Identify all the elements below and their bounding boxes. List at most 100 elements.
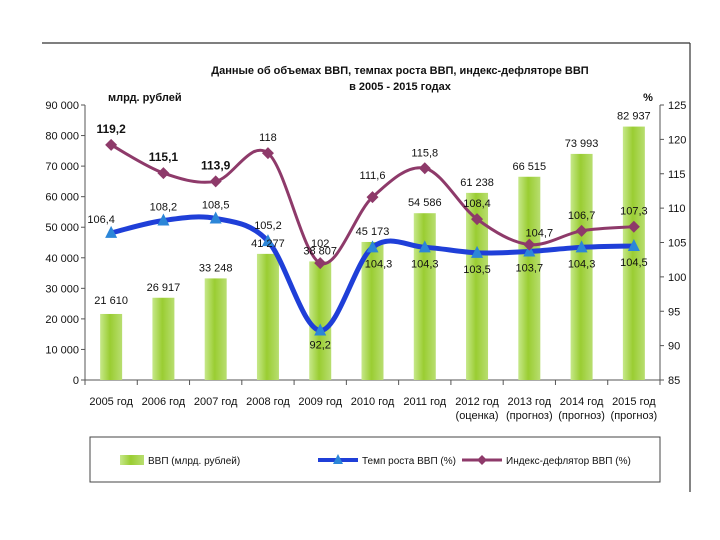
gdp-bar — [518, 176, 541, 380]
deflator-point — [627, 220, 640, 233]
gdp-bar-label: 26 917 — [147, 282, 181, 294]
gdp-bar — [309, 261, 332, 380]
gdp-growth-label: 92,2 — [310, 340, 331, 352]
deflator-label: 113,9 — [201, 158, 231, 172]
x-tick-label: (оценка) — [456, 410, 499, 422]
gdp-bar-label: 73 993 — [565, 138, 599, 150]
deflator-label: 102 — [311, 238, 329, 250]
left-tick-label: 90 000 — [45, 100, 79, 112]
gdp-growth-label: 105,2 — [254, 220, 282, 232]
legend: ВВП (млрд. рублей) Темп роста ВВП (%) Инде… — [120, 454, 631, 467]
deflator-label: 118 — [259, 132, 277, 144]
right-tick-label: 110 — [668, 203, 686, 215]
left-tick-label: 60 000 — [45, 192, 79, 204]
deflator-label: 111,6 — [360, 170, 386, 182]
legend-deflator-label: Индекс-дефлятор ВВП (%) — [506, 455, 631, 467]
left-tick-label: 40 000 — [45, 253, 79, 265]
chart-title-line2: в 2005 - 2015 годах — [349, 81, 452, 93]
gdp-growth-label: 106,4 — [87, 214, 115, 226]
left-tick-label: 80 000 — [45, 131, 79, 143]
deflator-point — [471, 213, 484, 226]
gdp-bar-label: 82 937 — [617, 111, 651, 123]
gdp-bar — [100, 313, 123, 380]
x-tick-label: 2012 год — [455, 396, 499, 408]
right-axis-unit: % — [643, 92, 653, 104]
gdp-growth-point — [157, 213, 170, 226]
legend-growth-marker — [333, 454, 343, 464]
chart-title-line1: Данные об объемах ВВП, темпах роста ВВП,… — [211, 65, 588, 77]
gdp-growth-label: 108,5 — [202, 199, 230, 211]
line-series — [105, 138, 640, 336]
gdp-bar-label: 66 515 — [512, 161, 546, 173]
gdp-growth-label: 108,2 — [150, 202, 178, 214]
right-tick-label: 105 — [668, 238, 686, 250]
gdp-growth-label: 104,3 — [568, 258, 596, 270]
deflator-label: 107,3 — [620, 206, 648, 218]
x-tick-label: 2015 год — [612, 396, 656, 408]
deflator-point — [157, 167, 170, 180]
right-tick-label: 95 — [668, 306, 680, 318]
gdp-bar — [413, 213, 436, 380]
legend-deflator-marker — [477, 455, 487, 465]
gdp-bar — [152, 297, 175, 380]
gdp-growth-label: 103,5 — [463, 264, 491, 276]
gdp-bar-label: 33 248 — [199, 262, 233, 274]
gdp-growth-label: 104,3 — [411, 258, 439, 270]
gdp-growth-label: 103,7 — [516, 262, 544, 274]
deflator-point — [209, 175, 222, 188]
left-tick-label: 20 000 — [45, 314, 79, 326]
gdp-growth-line — [110, 214, 634, 333]
deflator-label: 108,4 — [463, 198, 491, 210]
gdp-bar-label: 61 238 — [460, 177, 494, 189]
gdp-growth-point — [261, 234, 274, 247]
legend-gdp-label: ВВП (млрд. рублей) — [148, 455, 240, 467]
deflator-label: 115,1 — [149, 150, 179, 164]
deflator-point — [418, 162, 431, 175]
right-tick-label: 120 — [668, 134, 686, 146]
x-tick-label: 2010 год — [351, 396, 395, 408]
legend-growth-label: Темп роста ВВП (%) — [362, 456, 456, 467]
gdp-growth-point — [366, 240, 379, 253]
left-tick-label: 30 000 — [45, 283, 79, 295]
gdp-bar — [622, 126, 645, 380]
axis-ticks: 0 10 000 20 000 30 000 40 000 50 000 60 000 70 … — [45, 100, 686, 422]
left-tick-label: 10 000 — [45, 344, 79, 356]
gdp-growth-point — [209, 211, 222, 224]
gdp-bar — [204, 278, 227, 380]
gdp-bar — [256, 253, 279, 380]
left-tick-label: 70 000 — [45, 161, 79, 173]
right-tick-label: 115 — [668, 169, 686, 181]
data-labels: 21 610 26 917 33 248 41 277 38 807 45 173 54 5… — [87, 111, 650, 352]
gdp-bars — [100, 126, 645, 380]
gdp-growth-point — [418, 240, 431, 253]
legend-gdp-swatch — [120, 455, 144, 465]
deflator-label: 106,7 — [568, 210, 596, 222]
gdp-bar-label: 45 173 — [356, 226, 390, 238]
x-tick-label: 2011 год — [403, 396, 446, 408]
x-tick-label: 2009 год — [298, 396, 342, 408]
gdp-growth-point — [314, 323, 327, 336]
left-axis-unit: млрд. рублей — [108, 92, 182, 104]
x-tick-label: 2007 год — [194, 396, 238, 408]
gdp-bar-label: 41 277 — [251, 238, 285, 250]
gdp-growth-label: 104,3 — [365, 258, 393, 270]
gdp-growth-point — [627, 238, 640, 251]
gdp-bar — [361, 241, 384, 380]
deflator-point — [366, 191, 379, 204]
deflator-label: 115,8 — [411, 147, 438, 159]
x-tick-label: (прогноз) — [611, 410, 658, 422]
left-tick-label: 50 000 — [45, 222, 79, 234]
deflator-point — [575, 224, 588, 237]
x-tick-label: 2006 год — [142, 396, 186, 408]
right-tick-label: 85 — [668, 375, 680, 387]
gdp-bar — [466, 192, 489, 380]
gdp-bar-label: 54 586 — [408, 197, 442, 209]
x-tick-label: 2005 год — [89, 396, 133, 408]
gdp-growth-label: 104,5 — [620, 257, 648, 269]
right-tick-label: 100 — [668, 272, 686, 284]
gdp-bar-label: 21 610 — [94, 295, 128, 307]
deflator-point — [105, 138, 118, 151]
right-tick-label: 125 — [668, 100, 686, 112]
left-tick-label: 0 — [73, 375, 79, 387]
